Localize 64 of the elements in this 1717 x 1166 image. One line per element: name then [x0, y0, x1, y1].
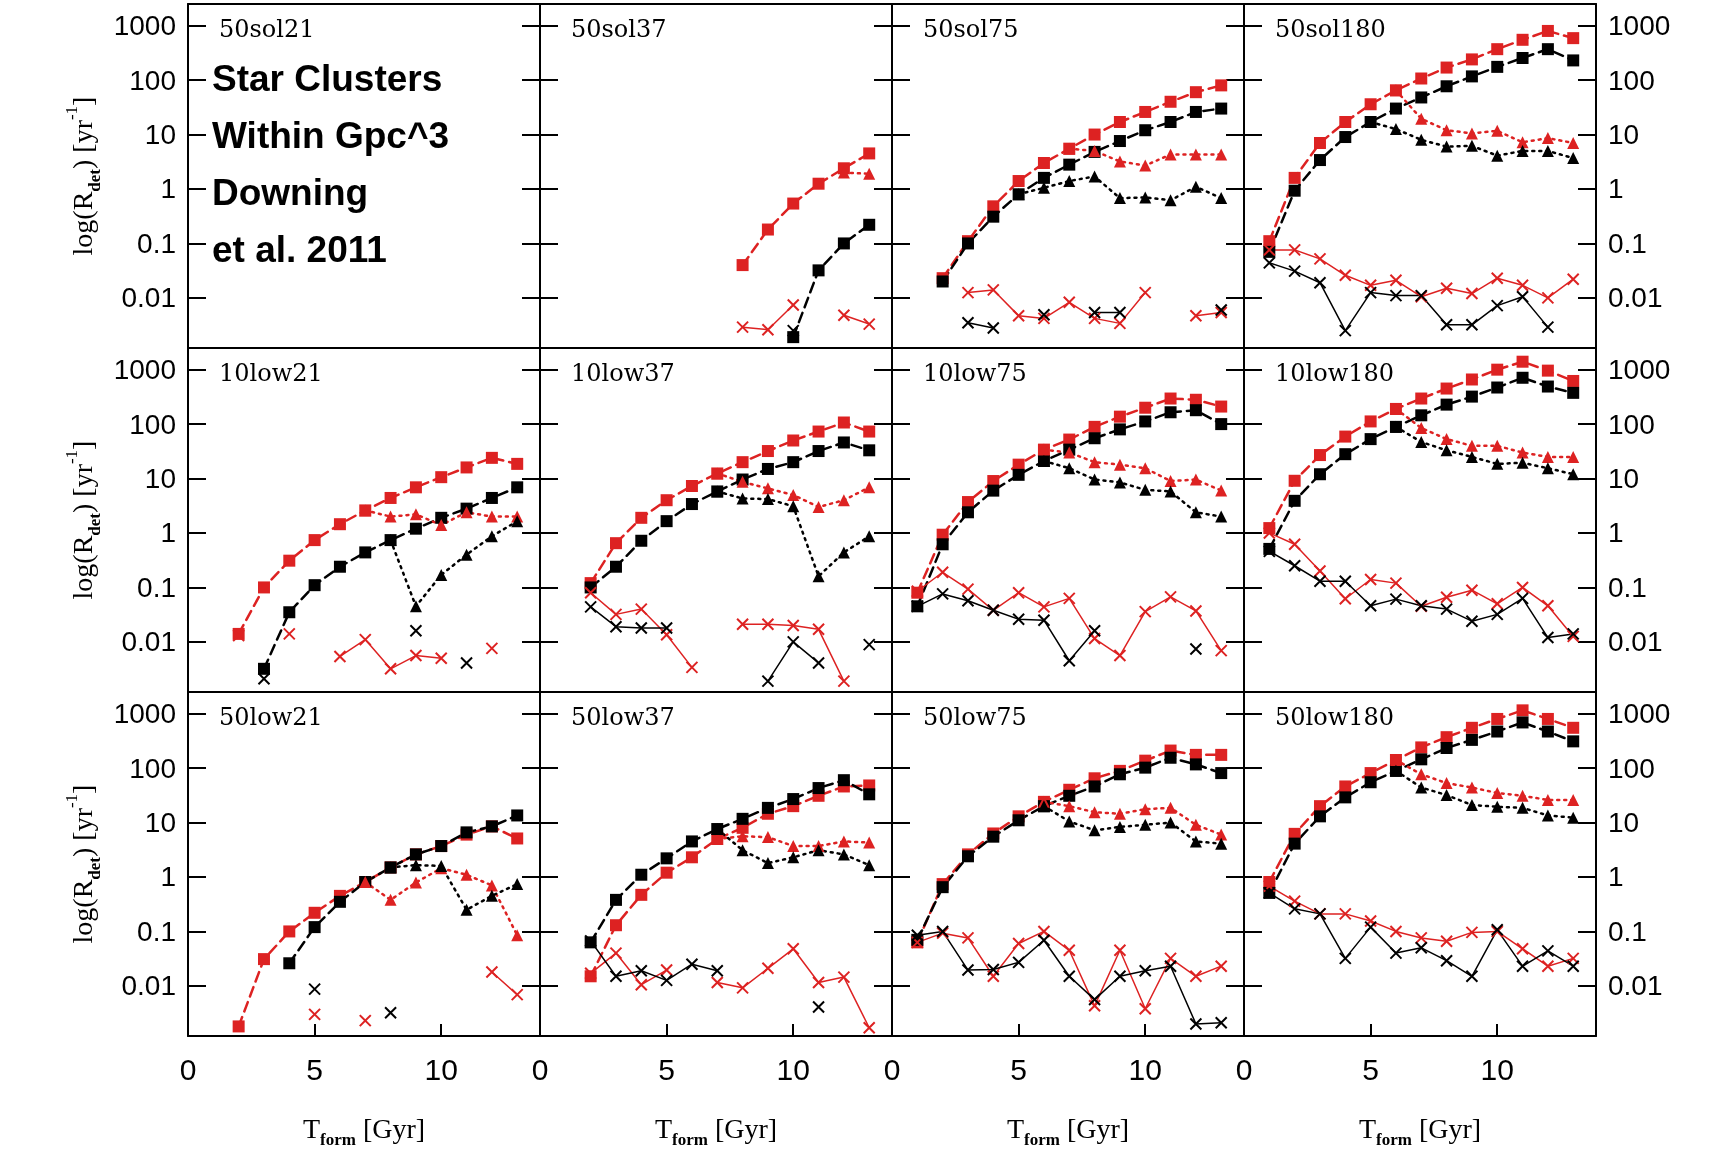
- text: 50sol180: [1275, 15, 1386, 43]
- y-tick-label: 10: [1608, 119, 1640, 151]
- y-axis-title: log(Rdet) [yr-1]: [61, 440, 104, 600]
- x-tick-label: 5: [1362, 1052, 1379, 1086]
- y-tick-label: 0.1: [1608, 571, 1647, 603]
- y-tick-label: 1000: [1608, 10, 1671, 42]
- y-tick-label: 0.01: [1608, 970, 1663, 1002]
- y-tick-label: 1000: [1608, 698, 1671, 730]
- y-tick-label: 0.01: [121, 626, 176, 658]
- x-tick-label: 0: [531, 1052, 549, 1086]
- y-tick-label: 100: [1608, 408, 1655, 440]
- text: 50sol75: [923, 15, 1019, 43]
- y-tick-label: 0.1: [1608, 227, 1647, 259]
- y-tick-label: 10: [1608, 807, 1640, 839]
- x-tick-label: 5: [658, 1052, 675, 1086]
- text: 50low21: [219, 703, 323, 731]
- x-tick-label: 10: [424, 1052, 458, 1086]
- y-axis-title: log(Rdet) [yr-1]: [61, 784, 104, 944]
- y-tick-label: 100: [1608, 752, 1655, 784]
- y-tick-label: 0.01: [1608, 626, 1663, 658]
- y-tick-label: 100: [1608, 64, 1655, 96]
- y-tick-label: 1: [160, 861, 176, 893]
- y-tick-label: 1: [1608, 173, 1624, 205]
- text: 10low75: [923, 359, 1027, 387]
- text: 10low180: [1275, 359, 1395, 387]
- y-tick-label: 1: [160, 517, 176, 549]
- y-tick-label: 0.01: [1608, 282, 1663, 314]
- y-tick-label: 0.1: [1608, 915, 1647, 947]
- y-tick-label: 100: [129, 64, 176, 96]
- y-tick-label: 10: [1608, 463, 1640, 495]
- y-tick-label: 1: [1608, 861, 1624, 893]
- x-tick-label: 5: [1010, 1052, 1027, 1086]
- y-tick-label: 0.01: [121, 970, 176, 1002]
- y-tick-label: 0.1: [137, 571, 176, 603]
- y-tick-label: 0.1: [137, 915, 176, 947]
- annotation: Star Clusters Within Gpc^3 Downing et al. 2011: [212, 58, 450, 270]
- y-axis-title: log(Rdet) [yr-1]: [61, 96, 104, 256]
- x-tick-label: 10: [1128, 1052, 1162, 1086]
- text: 10low21: [219, 359, 323, 387]
- y-tick-label: 0.1: [137, 227, 176, 259]
- y-tick-label: 10: [144, 119, 176, 151]
- y-tick-label: 1: [160, 173, 176, 205]
- y-tick-label: 1000: [113, 698, 176, 730]
- y-tick-label: 10: [144, 807, 176, 839]
- text: 50low75: [923, 703, 1027, 731]
- y-tick-label: 1000: [113, 354, 176, 386]
- y-tick-label: 1000: [1608, 354, 1671, 386]
- text: 50sol37: [571, 15, 667, 43]
- y-tick-label: 10: [144, 463, 176, 495]
- y-tick-label: 100: [129, 408, 176, 440]
- y-tick-label: 1: [1608, 517, 1624, 549]
- x-tick-label: 10: [776, 1052, 810, 1086]
- text: 50sol21: [219, 15, 315, 43]
- y-tick-label: 1000: [113, 10, 176, 42]
- x-tick-label: 0: [179, 1052, 197, 1086]
- text: 50low180: [1275, 703, 1395, 731]
- x-tick-label: 10: [1480, 1052, 1514, 1086]
- y-tick-label: 100: [129, 752, 176, 784]
- x-tick-label: 0: [1235, 1052, 1253, 1086]
- text: 10low37: [571, 359, 675, 387]
- x-tick-label: 5: [306, 1052, 323, 1086]
- y-tick-label: 0.01: [121, 282, 176, 314]
- x-tick-label: 0: [883, 1052, 901, 1086]
- text: 50low37: [571, 703, 675, 731]
